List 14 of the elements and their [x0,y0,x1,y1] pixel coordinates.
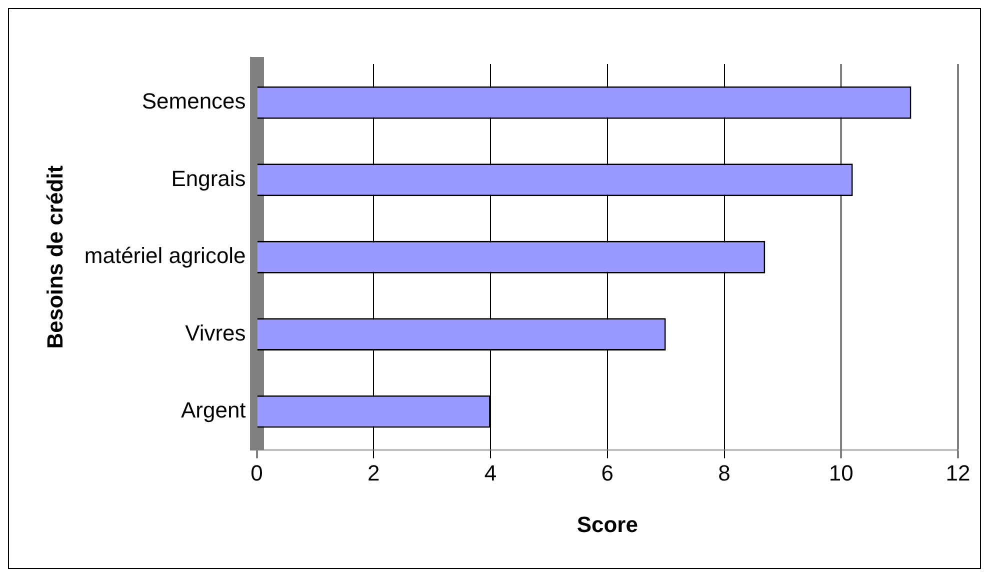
y-tick-label: matériel agricole [84,243,246,268]
y-tick-label: Argent [180,398,246,423]
y-axis-title: Besoins de crédit [42,164,68,349]
y-tick-label: Vivres [185,320,246,346]
y-tick-label: Semences [142,88,246,114]
x-tick-label: 12 [946,460,970,486]
x-axis-title: Score [576,512,638,537]
x-tick-label: 0 [250,460,263,486]
y-tick-label: Engrais [171,166,246,191]
x-tick-label: 10 [828,460,854,486]
x-tick-label: 6 [601,460,614,486]
x-tick-label: 2 [368,460,380,486]
x-tick-label: 4 [484,460,497,486]
x-tick-label: 8 [718,460,730,486]
